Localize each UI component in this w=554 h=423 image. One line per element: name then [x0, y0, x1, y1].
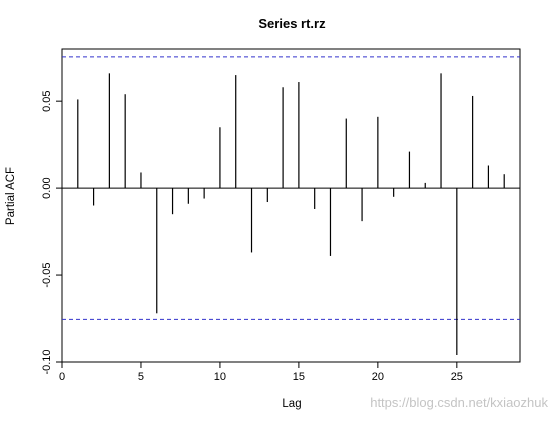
x-tick-label: 5	[138, 371, 144, 383]
watermark-text: https://blog.csdn.net/kxiaozhuk	[370, 395, 548, 410]
y-tick-label: 0.05	[41, 90, 53, 111]
x-tick-label: 15	[293, 371, 305, 383]
x-tick-label: 0	[59, 371, 65, 383]
chart-title: Series rt.rz	[258, 16, 326, 31]
y-tick-label: -0.05	[41, 263, 53, 288]
x-tick-label: 20	[372, 371, 384, 383]
x-axis-title: Lag	[282, 398, 301, 410]
y-tick-label: -0.10	[41, 349, 53, 374]
x-tick-label: 25	[451, 371, 463, 383]
plot-area: 0 5 10 15 20 25 -0.10 -0.05 0.00 0.05	[41, 48, 521, 383]
y-tick-label: 0.00	[41, 177, 53, 198]
x-tick-label: 10	[214, 371, 226, 383]
plot-frame	[61, 48, 521, 363]
y-axis-title: Partial ACF	[5, 167, 17, 225]
